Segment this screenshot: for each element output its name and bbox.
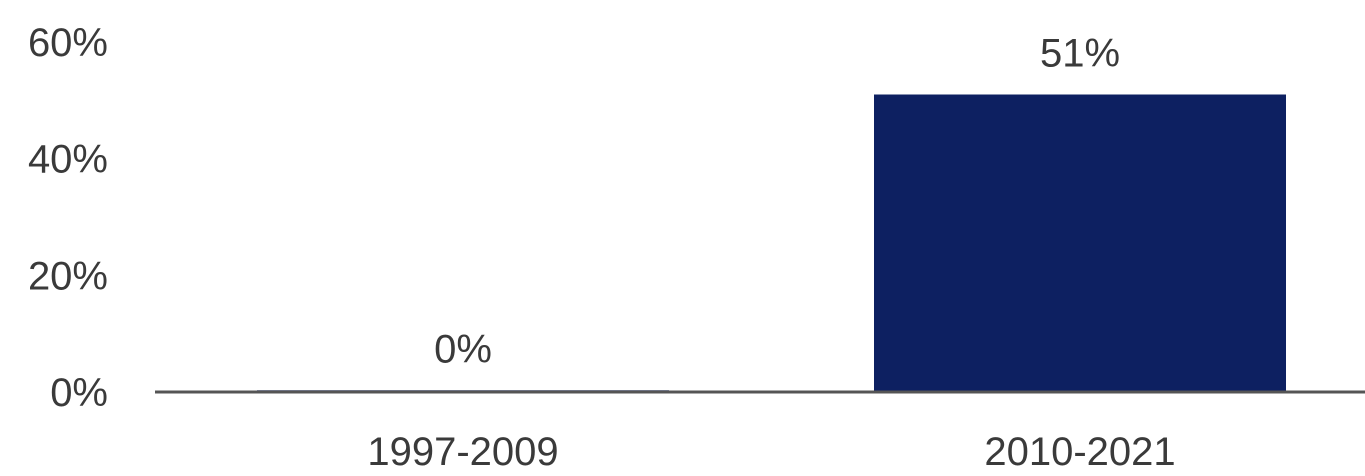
data-labels-group: 0% 51% — [434, 32, 1120, 372]
x-axis-tick-labels: 1997-2009 2010-2021 — [367, 430, 1175, 474]
bars-group — [257, 94, 1286, 392]
y-tick-label: 20% — [28, 254, 108, 298]
x-tick-label: 2010-2021 — [984, 430, 1175, 474]
x-tick-label: 1997-2009 — [367, 430, 558, 474]
bar-2010-2021 — [874, 94, 1286, 392]
y-tick-label: 40% — [28, 138, 108, 182]
data-label: 0% — [434, 327, 492, 371]
y-tick-label: 60% — [28, 21, 108, 65]
data-label: 51% — [1040, 32, 1120, 76]
y-axis-tick-labels: 0% 20% 40% 60% — [28, 21, 108, 415]
y-tick-label: 0% — [50, 371, 108, 415]
